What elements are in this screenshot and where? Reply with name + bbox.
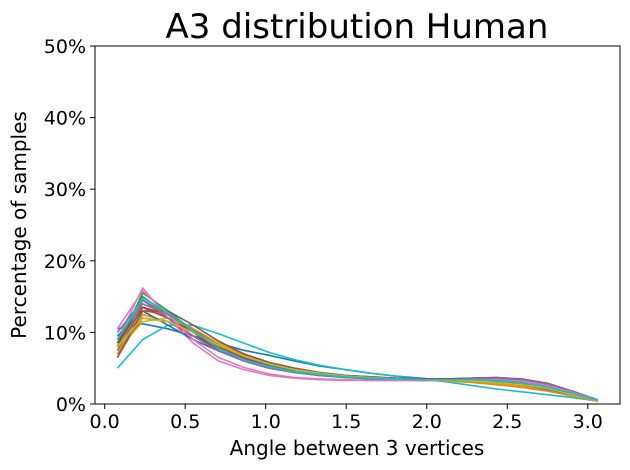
x-tick-label: 1.0	[251, 411, 281, 433]
series-layer	[116, 287, 599, 402]
x-axis: 0.0 0.5 1.0 1.5 2.0 2.5 3.0	[90, 404, 603, 433]
series-line-17	[116, 290, 599, 402]
y-tick-label: 0%	[56, 394, 86, 416]
y-tick-label: 30%	[44, 179, 86, 201]
x-tick-label: 0.0	[90, 411, 120, 433]
plot-frame	[94, 45, 621, 405]
x-tick-label: 0.5	[170, 411, 200, 433]
x-tick-label: 3.0	[573, 411, 603, 433]
y-tick-label: 10%	[44, 322, 86, 344]
x-tick-label: 2.5	[492, 411, 522, 433]
y-tick-label: 20%	[44, 251, 86, 273]
series-line-10	[116, 324, 598, 402]
x-tick-label: 1.5	[331, 411, 361, 433]
y-axis: 0% 10% 20% 30% 40% 50%	[44, 36, 95, 416]
chart-title: A3 distribution Human	[166, 7, 549, 47]
y-tick-label: 40%	[44, 108, 86, 130]
x-axis-label: Angle between 3 vertices	[230, 436, 485, 460]
series-line-20	[116, 297, 599, 402]
x-tick-label: 2.0	[412, 411, 442, 433]
y-tick-label: 50%	[44, 36, 86, 58]
y-axis-label: Percentage of samples	[7, 111, 31, 339]
